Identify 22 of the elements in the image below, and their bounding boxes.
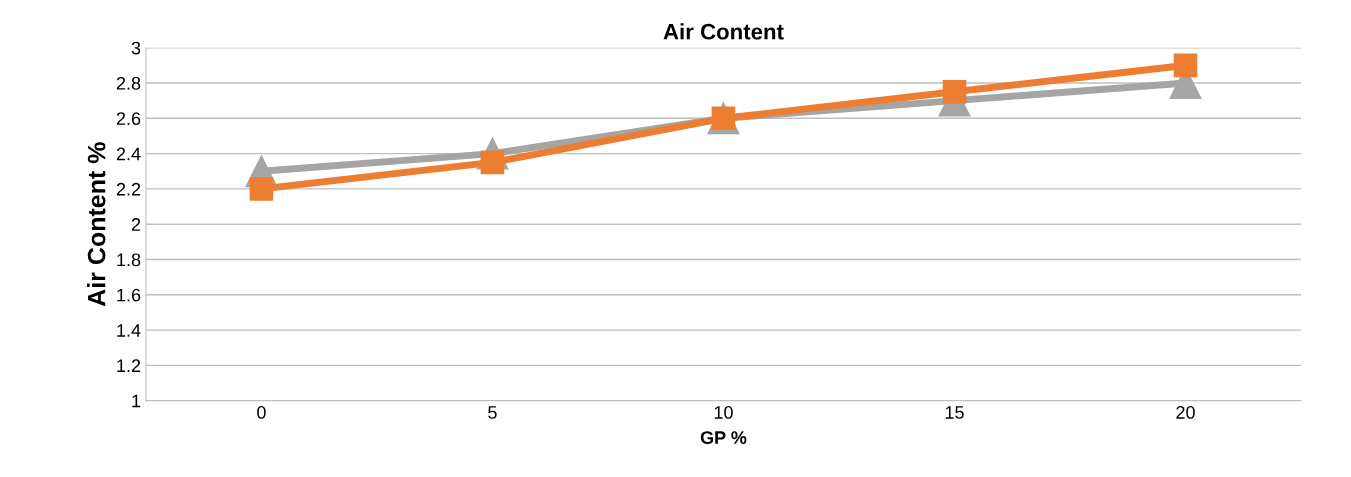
point xyxy=(249,177,274,201)
y-tick-label: 1.8 xyxy=(117,253,141,267)
chart-title: Air Content xyxy=(663,23,784,40)
y-tick-label: 1.4 xyxy=(117,324,141,337)
y-tick-label: 2.4 xyxy=(116,147,141,161)
x-tick-label: 5 xyxy=(488,406,497,419)
y-tick-label: 1.6 xyxy=(117,288,141,302)
x-axis-title: GP % xyxy=(700,431,747,444)
y-tick-label: 2.2 xyxy=(116,182,141,196)
y-tick-label: 1.2 xyxy=(117,359,141,372)
point xyxy=(1173,53,1198,78)
y-tick-label: 2.6 xyxy=(116,112,141,126)
x-tick-label: 20 xyxy=(1176,406,1195,419)
y-axis-title: Air Content % xyxy=(87,142,106,307)
y-tick-label: 3 xyxy=(131,41,141,55)
y-tick-label: 1 xyxy=(132,394,141,408)
y-tick-label: 2 xyxy=(131,218,141,231)
point xyxy=(942,80,967,104)
x-tick-label: 0 xyxy=(257,406,266,419)
x-tick-label: 15 xyxy=(945,406,964,419)
x-tick-label: 10 xyxy=(714,406,733,419)
y-tick-label: 2.8 xyxy=(116,76,141,90)
